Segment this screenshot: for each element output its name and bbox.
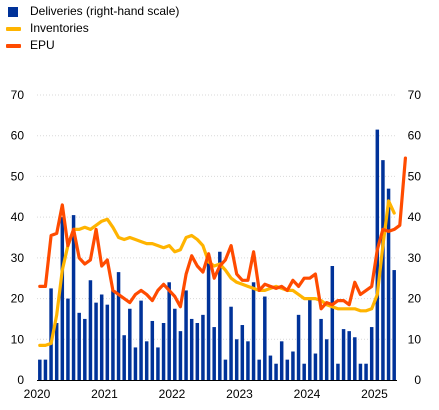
x-tick-label: 2022 bbox=[159, 387, 186, 401]
y-tick-label-left: 60 bbox=[11, 129, 25, 143]
deliveries-bar bbox=[263, 296, 267, 380]
deliveries-bar bbox=[308, 298, 312, 380]
deliveries-bar bbox=[161, 323, 166, 380]
deliveries-bar bbox=[167, 282, 171, 380]
deliveries-swatch bbox=[8, 7, 18, 17]
deliveries-bar bbox=[381, 160, 385, 380]
deliveries-bar bbox=[223, 359, 228, 380]
deliveries-bar bbox=[150, 320, 155, 380]
deliveries-bar bbox=[234, 339, 239, 380]
inventories-line bbox=[38, 199, 396, 347]
deliveries-bar bbox=[291, 351, 295, 380]
deliveries-bar bbox=[156, 347, 160, 380]
y-tick-label-right: 0 bbox=[414, 373, 421, 387]
y-tick-label-left: 0 bbox=[17, 373, 24, 387]
deliveries-bar bbox=[274, 363, 278, 380]
y-tick-label-left: 20 bbox=[11, 292, 25, 306]
deliveries-bar bbox=[60, 217, 65, 380]
deliveries-bar bbox=[94, 302, 98, 380]
deliveries-bar bbox=[347, 331, 351, 380]
deliveries-bar bbox=[330, 266, 335, 380]
y-tick-label-left: 10 bbox=[11, 332, 25, 346]
x-tick-label: 2023 bbox=[226, 387, 253, 401]
deliveries-bar bbox=[184, 290, 188, 380]
deliveries-bar bbox=[229, 306, 233, 380]
y-tick-label-right: 10 bbox=[408, 332, 422, 346]
y-tick-label-right: 30 bbox=[408, 251, 422, 265]
deliveries-bar bbox=[392, 270, 396, 380]
deliveries-bar bbox=[313, 353, 318, 380]
deliveries-bar bbox=[369, 327, 374, 380]
inventories-swatch bbox=[6, 27, 21, 31]
deliveries-bar bbox=[268, 355, 273, 380]
legend-label-epu: EPU bbox=[30, 38, 55, 52]
deliveries-bar bbox=[189, 318, 194, 380]
deliveries-bar bbox=[324, 339, 329, 380]
deliveries-bar bbox=[122, 335, 126, 380]
deliveries-bar bbox=[251, 282, 256, 380]
y-tick-label-left: 40 bbox=[11, 210, 25, 224]
y-tick-label-right: 40 bbox=[408, 210, 422, 224]
epu-line bbox=[38, 156, 407, 311]
epu-swatch bbox=[6, 44, 21, 48]
deliveries-bar bbox=[201, 314, 205, 380]
deliveries-bar bbox=[212, 327, 216, 380]
deliveries-bar bbox=[336, 363, 340, 380]
deliveries-bar bbox=[139, 300, 143, 380]
deliveries-bar bbox=[105, 304, 110, 380]
x-tick-label: 2021 bbox=[91, 387, 118, 401]
deliveries-bar bbox=[353, 337, 357, 380]
deliveries-bar bbox=[195, 323, 200, 380]
deliveries-bar bbox=[285, 359, 290, 380]
deliveries-bar bbox=[178, 331, 183, 380]
y-tick-label-left: 70 bbox=[11, 88, 25, 102]
x-tick-label: 2025 bbox=[361, 387, 388, 401]
deliveries-bar bbox=[54, 323, 59, 380]
deliveries-bar bbox=[218, 251, 222, 380]
x-tick-label: 2020 bbox=[24, 387, 51, 401]
deliveries-bar bbox=[49, 288, 53, 380]
deliveries-bar bbox=[43, 359, 48, 380]
deliveries-bar bbox=[240, 325, 245, 380]
y-tick-label-right: 60 bbox=[408, 129, 422, 143]
deliveries-bar bbox=[319, 318, 323, 380]
y-tick-label-right: 20 bbox=[408, 292, 422, 306]
x-tick-label: 2024 bbox=[294, 387, 321, 401]
deliveries-bar bbox=[83, 318, 87, 380]
deliveries-bar bbox=[173, 308, 177, 380]
deliveries-bar bbox=[99, 294, 104, 380]
y-tick-label-left: 30 bbox=[11, 251, 25, 265]
deliveries-bar bbox=[257, 359, 261, 380]
y-tick-label-right: 50 bbox=[408, 169, 422, 183]
deliveries-bar bbox=[302, 363, 306, 380]
legend-label-inventories: Inventories bbox=[30, 21, 89, 35]
deliveries-bar bbox=[116, 272, 121, 380]
deliveries-bar bbox=[88, 280, 93, 380]
y-tick-label-right: 70 bbox=[408, 88, 422, 102]
deliveries-bar bbox=[246, 341, 250, 380]
deliveries-bar bbox=[71, 215, 76, 380]
deliveries-bar bbox=[364, 363, 368, 380]
deliveries-bar bbox=[144, 341, 149, 380]
deliveries-bar bbox=[358, 363, 363, 380]
deliveries-bar bbox=[386, 188, 391, 380]
deliveries-bar bbox=[341, 329, 346, 380]
y-tick-label-left: 50 bbox=[11, 169, 25, 183]
deliveries-bar bbox=[38, 359, 42, 380]
deliveries-bar bbox=[77, 312, 81, 380]
deliveries-bar bbox=[133, 347, 138, 380]
deliveries-bar bbox=[296, 314, 301, 380]
legend-label-deliveries: Deliveries (right-hand scale) bbox=[30, 4, 180, 18]
deliveries-bar bbox=[128, 308, 132, 380]
deliveries-bar bbox=[206, 259, 211, 380]
deliveries-bar bbox=[111, 290, 115, 380]
deliveries-bar bbox=[66, 298, 70, 380]
deliveries-bar bbox=[279, 341, 284, 380]
